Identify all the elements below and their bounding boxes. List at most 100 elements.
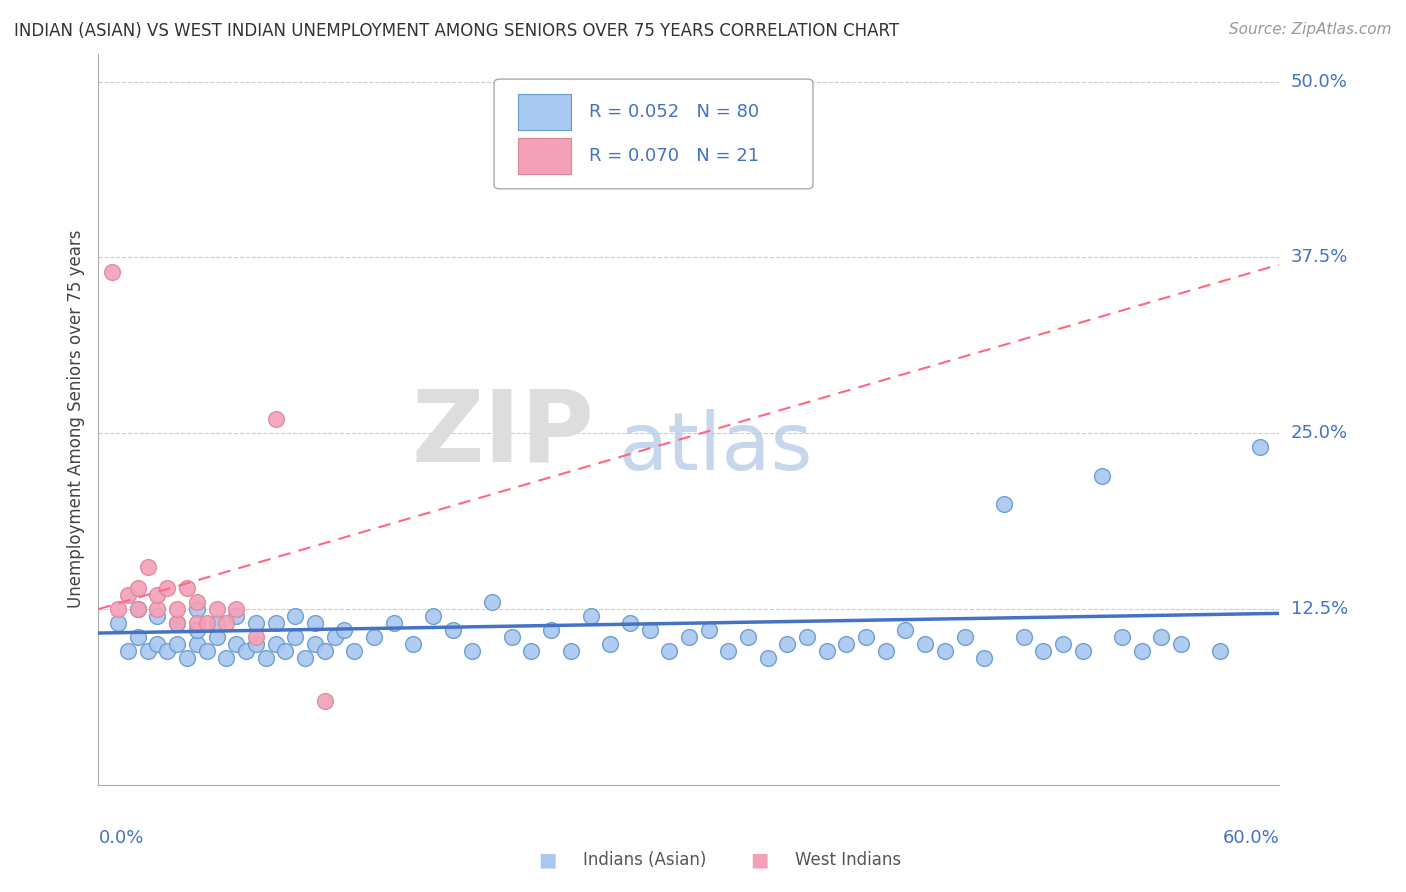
Point <box>274 644 297 658</box>
Point <box>402 637 425 651</box>
Point <box>776 637 799 651</box>
Point <box>225 609 247 624</box>
Point <box>146 637 169 651</box>
Point <box>284 630 307 644</box>
Point <box>136 560 159 574</box>
Point <box>520 644 543 658</box>
Point <box>117 644 139 658</box>
Point <box>107 602 129 616</box>
Bar <box>517 137 571 174</box>
Point <box>1032 644 1054 658</box>
Point <box>294 651 316 665</box>
Point <box>697 624 720 638</box>
Point <box>136 644 159 658</box>
Point <box>186 637 208 651</box>
Point <box>176 581 198 595</box>
Point <box>796 630 818 644</box>
Point <box>146 588 169 602</box>
Point <box>382 616 405 631</box>
Point <box>245 616 267 631</box>
Point <box>245 637 267 651</box>
Point <box>146 602 169 616</box>
Point <box>107 616 129 631</box>
Point <box>678 630 700 644</box>
Point <box>146 609 169 624</box>
Point <box>1091 468 1114 483</box>
Point <box>166 616 188 631</box>
Text: 12.5%: 12.5% <box>1291 600 1348 618</box>
Point <box>717 644 740 658</box>
Point <box>186 595 208 609</box>
Point <box>166 602 188 616</box>
Point <box>756 651 779 665</box>
Point <box>195 644 218 658</box>
Point <box>304 637 326 651</box>
Point <box>127 581 149 595</box>
Point <box>284 609 307 624</box>
Point <box>737 630 759 644</box>
Point <box>993 497 1015 511</box>
Point <box>1150 630 1173 644</box>
Point <box>501 630 523 644</box>
Point <box>560 644 582 658</box>
Point <box>323 630 346 644</box>
Point <box>195 616 218 631</box>
Point <box>363 630 385 644</box>
Point <box>127 602 149 616</box>
Text: 50.0%: 50.0% <box>1291 72 1347 91</box>
Point <box>855 630 877 644</box>
Text: West Indians: West Indians <box>796 851 901 869</box>
Point <box>127 630 149 644</box>
Text: 0.0%: 0.0% <box>98 829 143 847</box>
Text: Indians (Asian): Indians (Asian) <box>582 851 706 869</box>
Point <box>117 588 139 602</box>
Point <box>1130 644 1153 658</box>
Text: 25.0%: 25.0% <box>1291 425 1348 442</box>
Point <box>205 630 228 644</box>
Point <box>245 630 267 644</box>
Text: R = 0.070   N = 21: R = 0.070 N = 21 <box>589 147 759 165</box>
Point <box>481 595 503 609</box>
Text: Source: ZipAtlas.com: Source: ZipAtlas.com <box>1229 22 1392 37</box>
Point <box>101 264 124 278</box>
Point <box>186 616 208 631</box>
Y-axis label: Unemployment Among Seniors over 75 years: Unemployment Among Seniors over 75 years <box>66 230 84 608</box>
Point <box>599 637 621 651</box>
Point <box>422 609 444 624</box>
Text: R = 0.052   N = 80: R = 0.052 N = 80 <box>589 103 759 121</box>
Point <box>127 602 149 616</box>
Point <box>176 651 198 665</box>
Point <box>579 609 602 624</box>
Point <box>1071 644 1094 658</box>
Point <box>215 616 238 631</box>
Point <box>205 616 228 631</box>
Point <box>205 602 228 616</box>
Point <box>619 616 641 631</box>
Point <box>441 624 464 638</box>
Point <box>973 651 995 665</box>
Text: ZIP: ZIP <box>412 385 595 483</box>
Point <box>235 644 257 658</box>
Point <box>1012 630 1035 644</box>
Text: 60.0%: 60.0% <box>1223 829 1279 847</box>
Point <box>264 412 287 426</box>
Point <box>875 644 897 658</box>
Point <box>264 616 287 631</box>
FancyBboxPatch shape <box>494 79 813 189</box>
Bar <box>517 94 571 130</box>
Point <box>934 644 956 658</box>
Text: atlas: atlas <box>619 409 813 488</box>
Point <box>1052 637 1074 651</box>
Point <box>638 624 661 638</box>
Point <box>186 624 208 638</box>
Point <box>166 616 188 631</box>
Point <box>815 644 838 658</box>
Point <box>215 651 238 665</box>
Point <box>658 644 681 658</box>
Point <box>914 637 936 651</box>
Point <box>304 616 326 631</box>
Point <box>254 651 277 665</box>
Text: ■: ■ <box>538 851 557 870</box>
Point <box>225 602 247 616</box>
Point <box>225 637 247 651</box>
